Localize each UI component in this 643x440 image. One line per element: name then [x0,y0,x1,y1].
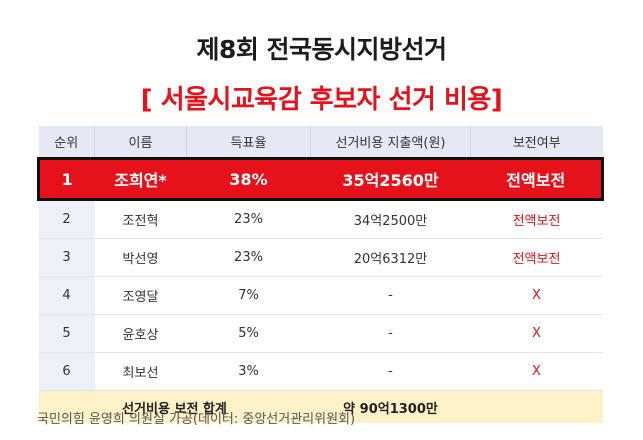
table-row: 2 조전혁 23% 34억2500만 전액보전 [38,199,603,239]
cell-name: 박선영 [94,238,187,277]
cell-cost: - [310,276,471,315]
cell-cost: 34억2500만 [310,199,471,239]
cell-status: 전액보전 [470,199,603,239]
cell-rank: 5 [38,314,95,353]
cell-name: 조전혁 [94,199,187,239]
column-header-rate: 득표율 [186,126,311,159]
cell-status: X [470,314,603,353]
column-header-cost: 선거비용 지출액(원) [310,126,471,159]
cell-rate: 38% [186,157,311,201]
cell-name: 윤호상 [94,314,187,353]
column-header-rank: 순위 [38,126,95,159]
cell-status: X [470,276,603,315]
cell-cost: - [310,352,471,391]
cell-rank: 6 [38,352,95,391]
table-row: 5 윤호상 5% - X [38,314,603,353]
page-title: 제8회 전국동시지방선거 [196,35,447,64]
table-row: 3 박선영 23% 20억6312만 전액보전 [38,238,603,277]
cell-name: 최보선 [94,352,187,391]
cell-name: 조희연* [94,157,187,201]
table-header-row: 순위 이름 득표율 선거비용 지출액(원) 보전여부 [38,126,603,159]
cell-status: X [470,352,603,391]
page-subtitle: [ 서울시교육감 후보자 선거 비용] [140,85,503,115]
total-value: 약 90억1300만 [310,390,471,423]
table-total-row: 선거비용 보전 합계 약 90억1300만 [38,390,603,423]
cell-name: 조영달 [94,276,187,315]
table-row-highlighted: 1 조희연* 38% 35억2560만 전액보전 [37,157,604,201]
table-row: 6 최보선 3% - X [38,352,603,391]
table-row: 4 조영달 7% - X [38,276,603,315]
cell-status: 전액보전 [470,238,603,277]
cell-rate: 23% [186,238,311,277]
cell-rank: 4 [38,276,95,315]
cell-rate: 23% [186,199,311,239]
cell-cost: 20억6312만 [310,238,471,277]
source-note: 국민의힘 윤영희 의원실 가공(데이터: 중앙선거관리위원회) [37,412,356,427]
total-empty-cell [470,390,603,423]
cell-rank: 3 [38,238,95,277]
column-header-name: 이름 [94,126,187,159]
cell-rate: 7% [186,276,311,315]
cell-cost: - [310,314,471,353]
column-header-status: 보전여부 [470,126,603,159]
election-cost-table: 순위 이름 득표율 선거비용 지출액(원) 보전여부 1 조희연* 38% 35… [37,126,604,423]
cell-rate: 3% [186,352,311,391]
cell-status: 전액보전 [470,157,604,201]
cell-rate: 5% [186,314,311,353]
total-label: 선거비용 보전 합계 [38,390,311,423]
cell-cost: 35억2560만 [310,157,471,201]
cell-rank: 1 [37,157,95,201]
cell-rank: 2 [38,199,95,239]
